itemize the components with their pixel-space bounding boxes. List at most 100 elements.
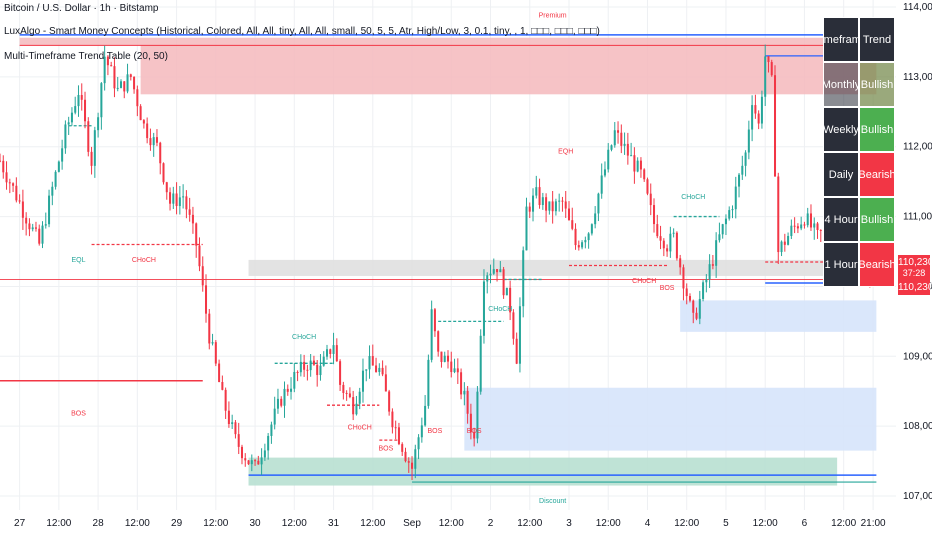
candle-body [450,361,453,373]
candle-body [178,197,181,207]
candle-body [276,398,279,409]
y-tick-label: 112,000 [903,142,932,153]
candle-body [473,432,476,439]
x-tick-label: 4 [645,518,651,529]
trend-table-tf: Weekly [823,107,859,152]
candle-body [708,264,711,280]
symbol-title[interactable]: Bitcoin / U.S. Dollar · 1h · Bitstamp [4,3,159,14]
candle-body [515,338,518,364]
candle-body [505,287,508,296]
trend-table-trend: Bullish [859,62,895,107]
candle-body [152,137,155,146]
x-tick-label: 12:00 [203,518,228,529]
x-tick-label: 12:00 [439,518,464,529]
candle-body [136,89,139,107]
zone-discount [248,457,838,486]
candle-body [169,192,172,204]
candle-body [159,142,162,164]
candle-body [90,151,93,166]
candle-body [306,369,309,371]
candle-body [623,143,626,146]
candle-body [466,390,469,414]
candle-body [597,193,600,214]
candle-body [496,269,499,273]
trend-table-trend: Bullish [859,107,895,152]
candle-body [70,112,73,123]
candle-body [345,392,348,394]
candle-body [662,240,665,249]
indicator-mtf-label[interactable]: Multi-Timeframe Trend Table (20, 50) [4,51,168,62]
candle-body [165,182,168,193]
trend-table-header: Timeframe Trend [823,17,895,62]
candle-body [424,405,427,426]
indicator-smc-label[interactable]: LuxAlgo - Smart Money Concepts (Historic… [4,26,600,37]
zone-premium [19,37,877,46]
candle-body [87,121,90,152]
candle-body [234,422,237,435]
candle-body [617,130,620,133]
candle-body [18,200,21,202]
candle-body [260,457,263,465]
candle-body [554,201,557,212]
candle-body [806,213,809,226]
candle-body [404,451,407,462]
candle-body [123,81,126,92]
candle-body [427,359,430,406]
candle-body [191,214,194,224]
x-tick-label: 30 [250,518,262,529]
y-tick-label: 107,000 [903,491,932,502]
candle-body [476,391,479,439]
zone-premium [140,45,877,95]
zone-blue [680,300,877,332]
candle-body [443,355,446,362]
candle-body [525,206,528,251]
candle-body [77,94,80,107]
candle-body [332,345,335,354]
x-tick-label: 27 [14,518,26,529]
candle-body [760,96,763,124]
x-tick-label: 12:00 [517,518,542,529]
candle-body [414,449,417,469]
candle-body [659,236,662,241]
trend-table-row: Monthly Bullish [823,62,895,107]
candle-body [672,232,675,234]
candle-body [430,309,433,360]
candle-body [106,56,109,66]
candle-body [715,240,718,266]
candle-body [653,205,656,225]
candle-body [391,411,394,428]
candle-body [172,193,175,204]
candle-body [290,388,293,392]
candle-body [8,182,11,184]
candle-body [538,187,541,206]
trend-table-trend: Bearish [859,242,895,287]
candle-body [796,226,799,229]
candle-body [669,233,672,252]
candle-body [146,123,149,139]
candle-body [44,224,47,226]
candle-body [319,365,322,376]
candle-body [613,130,616,146]
candle-body [636,160,639,172]
candle-body [479,335,482,392]
candle-body [113,66,116,89]
candle-body [254,460,257,462]
candle-body [787,236,790,245]
candle-body [214,342,217,364]
trend-table-trend: Bearish [859,152,895,197]
candle-body [38,228,41,244]
candle-body [607,149,610,170]
candle-body [93,130,96,166]
candle-body [813,223,816,228]
candle-body [133,76,136,90]
trend-table-header-timeframe: Timeframe [823,17,859,62]
smc-label: BOS [378,446,393,453]
candle-body [361,370,364,392]
candle-body [273,408,276,425]
candle-body [329,349,332,354]
candle-body [316,364,319,376]
candle-body [5,172,8,183]
candle-body [155,137,158,143]
